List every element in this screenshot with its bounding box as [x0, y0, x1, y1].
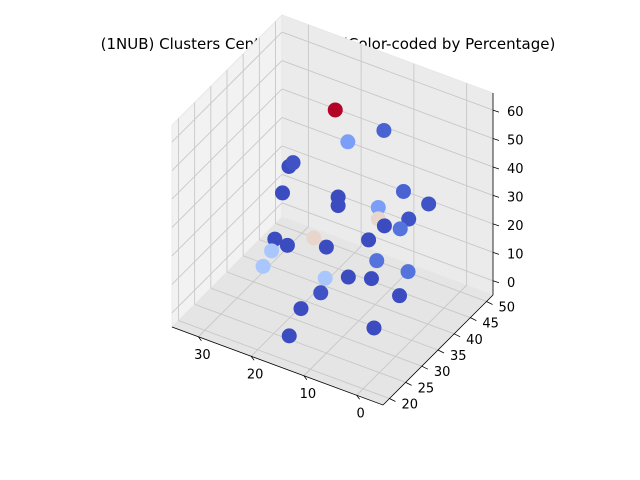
- y-tick-label: 20: [401, 398, 418, 413]
- scatter-point: [279, 237, 295, 253]
- z-tick: [492, 166, 500, 170]
- y-tick: [453, 333, 461, 338]
- scatter-point: [281, 328, 297, 344]
- x-tick-labels: 0 10 20 30: [194, 348, 365, 422]
- scatter-point: [293, 301, 309, 317]
- scatter-point: [369, 253, 385, 269]
- z-gridline: [171, 60, 283, 171]
- scatter-point: [340, 134, 356, 150]
- z-gridline: [281, 31, 494, 111]
- z-gridline: [171, 117, 283, 228]
- z-tick-label: 60: [507, 105, 524, 120]
- scatter-points: [255, 102, 437, 344]
- z-tick-label: 20: [507, 219, 524, 234]
- scatter-point: [376, 218, 392, 234]
- tick-marks: [198, 109, 500, 402]
- y-tick-label: 45: [482, 317, 499, 332]
- y-gridline: [210, 287, 422, 367]
- x-tick: [250, 356, 255, 361]
- scatter-point: [267, 231, 283, 247]
- x-axis-line: [171, 326, 384, 406]
- z-gridline: [171, 145, 283, 257]
- y-tick-label: 40: [466, 333, 483, 348]
- scatter-point: [400, 264, 416, 280]
- scatter-point: [376, 122, 392, 138]
- z-tick: [492, 223, 500, 227]
- scatter-point: [317, 270, 333, 286]
- y-tick: [437, 349, 445, 354]
- scatter-point: [366, 320, 382, 336]
- scatter-point: [401, 211, 417, 227]
- z-tick-labels: 0 10 20 30 40 50 60: [507, 105, 524, 291]
- z-tick-label: 40: [507, 162, 524, 177]
- scatter-point: [306, 230, 322, 246]
- y-tick-labels: 20 25 30 35 40 45 50: [401, 300, 515, 412]
- scatter-point: [421, 196, 437, 212]
- z-tick: [492, 109, 500, 113]
- scatter-point: [395, 183, 411, 199]
- y-gridline: [178, 320, 390, 399]
- z-tick-label: 50: [507, 134, 524, 149]
- scatter-point: [392, 288, 408, 304]
- scatter-point: [340, 269, 356, 285]
- scatter-point: [370, 199, 386, 215]
- z-tick-label: 0: [507, 276, 515, 291]
- y-tick: [405, 381, 412, 386]
- y-tick-label: 35: [450, 349, 467, 364]
- scatter-point: [255, 258, 271, 274]
- y-tick-label: 30: [434, 365, 451, 380]
- scatter-point: [392, 221, 408, 237]
- scatter-point: [264, 243, 280, 259]
- y-tick: [486, 301, 493, 305]
- z-tick-label: 30: [507, 190, 524, 205]
- z-gridline: [281, 145, 494, 225]
- z-tick: [492, 195, 500, 198]
- z-gridline: [281, 117, 494, 196]
- x-tick: [303, 375, 308, 380]
- z-gridline: [171, 174, 283, 285]
- z-gridline: [281, 202, 494, 282]
- z-gridline: [171, 88, 283, 200]
- z-tick: [492, 280, 500, 284]
- z-gridline: [171, 31, 283, 143]
- x-tick-label: 30: [194, 348, 211, 363]
- scatter-point: [274, 185, 290, 201]
- y-tick: [470, 317, 477, 322]
- scatter-point: [330, 198, 346, 214]
- x-tick-label: 0: [356, 406, 364, 421]
- z-tick: [492, 138, 500, 141]
- z-gridline: [171, 202, 283, 314]
- y-tick: [421, 365, 429, 370]
- y-tick: [389, 398, 396, 402]
- scatter-point: [285, 155, 301, 171]
- x-tick-label: 20: [247, 367, 264, 382]
- y-gridline: [194, 303, 406, 383]
- scatter-point: [327, 102, 343, 118]
- scatter-point: [318, 239, 334, 255]
- z-tick: [492, 251, 500, 255]
- y-tick-label: 25: [418, 381, 435, 396]
- y-tick-label: 50: [499, 300, 516, 315]
- x-tick: [356, 395, 360, 400]
- x-tick: [198, 336, 202, 341]
- z-tick-label: 10: [507, 247, 524, 262]
- y-gridline: [243, 255, 455, 335]
- scatter-point: [363, 271, 379, 287]
- y-gridline: [226, 271, 439, 351]
- x-tick-label: 10: [300, 387, 317, 402]
- scatter-point: [361, 232, 377, 248]
- z-gridline: [281, 173, 494, 253]
- z-gridline: [281, 60, 494, 139]
- scatter-point: [313, 285, 329, 301]
